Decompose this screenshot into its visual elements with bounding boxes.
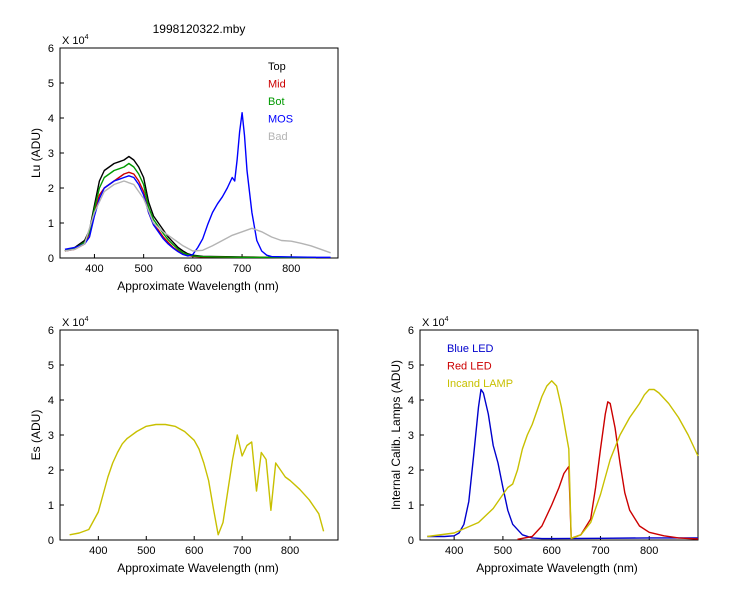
series-lines: [64, 111, 331, 259]
x-tick-label: 400: [89, 545, 107, 557]
y-multiplier-exponent: 4: [85, 34, 89, 41]
calib-lamps-panel: 400 500 600 700 800 0 1 2 3 4 5 6 Blue LED Red LED I…: [389, 316, 699, 575]
x-tick-label: 700: [591, 545, 609, 557]
y-tick-label: 1: [48, 500, 54, 512]
series-lines: [69, 423, 325, 536]
y-multiplier-exponent: 4: [85, 316, 89, 323]
y-axis-ticks: 0 1 2 3 4 5 6: [48, 325, 64, 547]
x-tick-label: 600: [184, 263, 202, 275]
legend: Top Mid Bot MOS Bad: [268, 61, 293, 143]
y-tick-label: 2: [48, 183, 54, 195]
y-tick-label: 5: [48, 360, 54, 372]
x-tick-label: 700: [233, 263, 251, 275]
y-tick-label: 5: [48, 78, 54, 90]
x-axis-label: Approximate Wavelength (nm): [117, 279, 279, 293]
chart-title: 1998120322.mby: [153, 22, 246, 36]
y-tick-label: 0: [48, 535, 54, 547]
x-axis-ticks: 400 500 600 700 800: [85, 254, 300, 275]
y-tick-label: 0: [48, 253, 54, 265]
red-led-series-line: [517, 401, 699, 540]
bad-series-line: [64, 180, 331, 254]
x-tick-label: 500: [137, 545, 155, 557]
bot-series-line: [64, 162, 316, 259]
y-tick-label: 3: [48, 148, 54, 160]
y-tick-label: 1: [48, 218, 54, 230]
y-tick-label: 6: [48, 43, 54, 55]
lu-panel: 1998120322.mby 400 500 600 700 800 0 1 2 3 4 5 6 T…: [29, 22, 339, 293]
y-tick-label: 2: [408, 465, 414, 477]
y-multiplier: X 104: [62, 316, 89, 329]
y-tick-label: 3: [48, 430, 54, 442]
x-axis-label: Approximate Wavelength (nm): [117, 561, 279, 575]
x-tick-label: 800: [282, 263, 300, 275]
y-axis-label: Es (ADU): [29, 410, 43, 461]
x-axis-label: Approximate Wavelength (nm): [476, 561, 638, 575]
y-tick-label: 1: [408, 500, 414, 512]
blue-led-series-line: [427, 388, 698, 540]
x-tick-label: 500: [494, 545, 512, 557]
x-tick-label: 800: [640, 545, 658, 557]
legend-entry-bot: Bot: [268, 96, 285, 108]
x-axis-ticks: 400 500 600 700 800: [445, 536, 658, 557]
legend-entry-mos: MOS: [268, 114, 293, 126]
y-axis-ticks: 0 1 2 3 4 5 6: [408, 325, 424, 547]
y-tick-label: 5: [408, 360, 414, 372]
mos-series-line: [64, 111, 331, 258]
y-tick-label: 3: [408, 430, 414, 442]
legend-entry-blue-led: Blue LED: [447, 343, 494, 355]
plot-area: [419, 329, 699, 541]
x-tick-label: 600: [543, 545, 561, 557]
y-axis-label: Internal Calib. Lamps (ADU): [389, 360, 403, 510]
x-tick-label: 700: [233, 545, 251, 557]
legend-entry-bad: Bad: [268, 131, 288, 143]
legend: Blue LED Red LED Incand LAMP: [447, 343, 513, 390]
y-tick-label: 0: [408, 535, 414, 547]
legend-entry-incand-lamp: Incand LAMP: [447, 378, 513, 390]
y-tick-label: 4: [408, 395, 414, 407]
plot-area: [59, 329, 339, 541]
incand-lamp-series-line: [427, 380, 699, 539]
legend-entry-top: Top: [268, 61, 286, 73]
series-lines: [427, 380, 699, 540]
y-tick-label: 6: [48, 325, 54, 337]
plot-area: [59, 47, 339, 259]
y-axis-label: Lu (ADU): [29, 128, 43, 178]
y-tick-label: 6: [408, 325, 414, 337]
y-tick-label: 4: [48, 395, 54, 407]
x-tick-label: 800: [281, 545, 299, 557]
legend-entry-mid: Mid: [268, 79, 286, 91]
y-axis-ticks: 0 1 2 3 4 5 6: [48, 43, 64, 265]
x-tick-label: 400: [85, 263, 103, 275]
y-tick-label: 4: [48, 113, 54, 125]
x-axis-ticks: 400 500 600 700 800: [89, 536, 299, 557]
es-series-line: [69, 423, 325, 536]
x-tick-label: 400: [445, 545, 463, 557]
y-multiplier-exponent: 4: [445, 316, 449, 323]
x-tick-label: 600: [185, 545, 203, 557]
legend-entry-red-led: Red LED: [447, 361, 492, 373]
x-tick-label: 500: [134, 263, 152, 275]
y-multiplier: X 104: [62, 34, 89, 47]
es-panel: 400 500 600 700 800 0 1 2 3 4 5 6 X 104 Approximat…: [29, 316, 339, 575]
y-tick-label: 2: [48, 465, 54, 477]
y-multiplier: X 104: [422, 316, 449, 329]
